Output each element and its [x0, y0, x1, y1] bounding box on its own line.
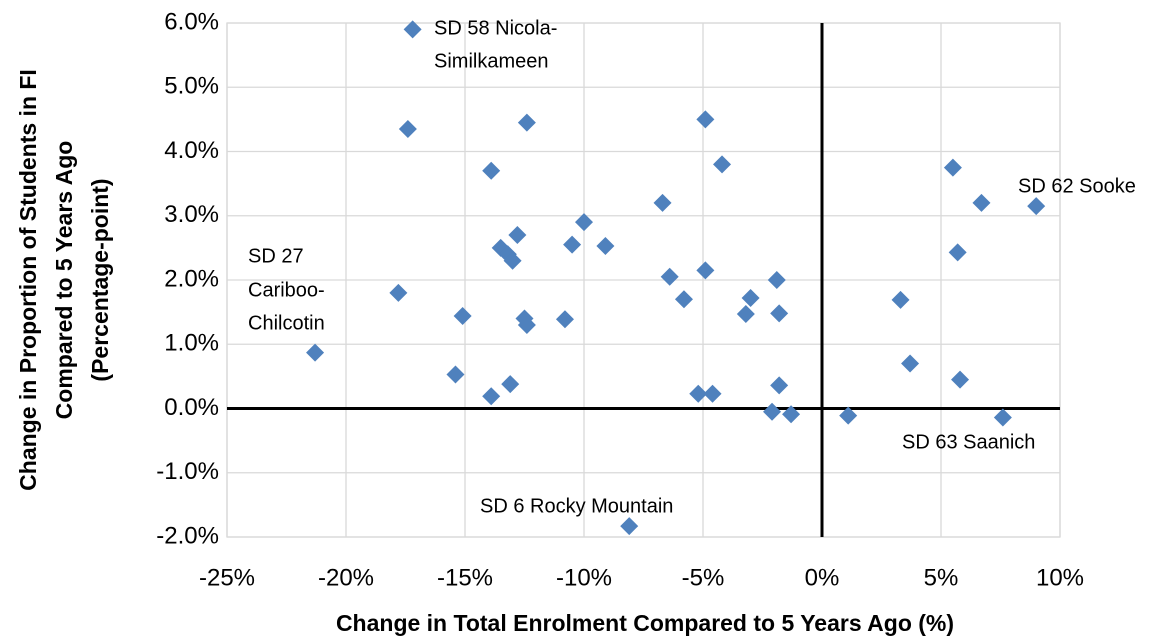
y-tick-label: -1.0%: [156, 458, 219, 485]
y-tick-label: 0.0%: [164, 394, 219, 421]
plot-border: [226, 22, 1061, 538]
annotation: Similkameen: [434, 50, 548, 72]
x-tick-label: -15%: [437, 564, 493, 591]
point: [403, 20, 422, 39]
point: [736, 305, 755, 324]
point: [951, 370, 970, 389]
point: [453, 306, 472, 325]
x-tick-label: -10%: [556, 564, 612, 591]
x-tick-label: -25%: [199, 564, 255, 591]
annotation: Cariboo-: [248, 279, 325, 301]
y-axis-title-line: Compared to 5 Years Ago: [51, 141, 77, 420]
point: [555, 310, 574, 329]
y-tick-label: 4.0%: [164, 137, 219, 164]
x-tick-label: 10%: [1036, 564, 1084, 591]
point: [770, 376, 789, 395]
y-tick-label: 1.0%: [164, 330, 219, 357]
point: [596, 236, 615, 255]
point: [770, 304, 789, 323]
point: [674, 290, 693, 309]
x-tick-label: 5%: [924, 564, 959, 591]
point: [389, 283, 408, 302]
point: [767, 271, 786, 289]
point: [696, 261, 715, 280]
point: [653, 193, 672, 212]
annotation: SD 63 Saanich: [902, 431, 1035, 453]
point: [398, 120, 417, 139]
point: [620, 517, 639, 536]
point: [482, 161, 501, 180]
point: [503, 251, 522, 270]
annotation: Chilcotin: [248, 312, 325, 334]
point: [517, 113, 536, 132]
x-axis-title: Change in Total Enrolment Compared to 5 …: [336, 610, 954, 636]
point: [782, 405, 801, 424]
y-axis-title-line: Change in Proportion of Students in FI: [15, 69, 41, 491]
point: [498, 245, 517, 264]
y-tick-label: 6.0%: [164, 8, 219, 35]
point: [713, 155, 732, 174]
annotation: SD 58 Nicola-: [434, 17, 557, 39]
y-tick-label: 3.0%: [164, 201, 219, 228]
point: [741, 288, 760, 307]
point: [891, 290, 910, 309]
annotation: SD 6 Rocky Mountain: [480, 495, 673, 517]
point: [446, 365, 465, 384]
y-axis-title-line: (Percentage-point): [87, 178, 113, 381]
point: [839, 406, 858, 425]
point: [563, 235, 582, 254]
x-tick-label: 0%: [805, 564, 840, 591]
point: [703, 384, 722, 403]
point: [575, 213, 593, 232]
y-tick-label: -2.0%: [156, 522, 219, 549]
x-tick-label: -5%: [682, 564, 725, 591]
point: [901, 354, 920, 373]
point: [696, 110, 715, 129]
point: [306, 343, 325, 362]
point: [948, 243, 967, 262]
point: [689, 384, 708, 403]
point: [660, 267, 679, 286]
point: [943, 158, 962, 177]
y-tick-label: 5.0%: [164, 73, 219, 100]
point: [482, 387, 501, 406]
point: [517, 315, 536, 334]
y-tick-label: 2.0%: [164, 265, 219, 292]
y-axis-title: Change in Proportion of Students in FI C…: [15, 69, 113, 491]
annotation: SD 27: [248, 245, 304, 267]
point: [993, 408, 1012, 427]
point: [508, 226, 527, 245]
annotation: SD 62 Sooke: [1018, 175, 1136, 197]
point: [972, 193, 991, 212]
point: [501, 375, 520, 394]
point: [1027, 197, 1046, 216]
x-tick-label: -20%: [318, 564, 374, 591]
point: [763, 402, 782, 421]
